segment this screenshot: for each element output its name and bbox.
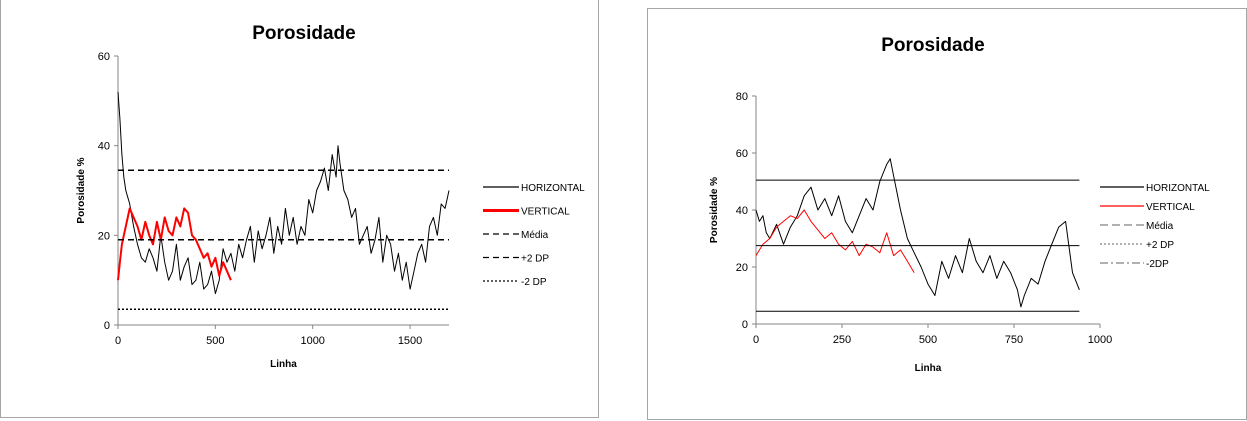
y-tick-label: 60 <box>98 51 110 63</box>
y-tick-label: 60 <box>736 148 748 160</box>
legend-label: +2 DP <box>521 254 549 265</box>
legend-label: Média <box>1146 221 1174 232</box>
x-axis-label: Linha <box>270 359 297 370</box>
chart-left-svg: Porosidade 0 20 40 60 0 500 1000 1500 Linha Porosi… <box>76 23 585 370</box>
y-tick-label: 20 <box>736 262 748 274</box>
x-tick-label: 1500 <box>398 335 422 347</box>
legend-label: -2 DP <box>521 277 547 288</box>
chart-panel-left: Porosidade 0 20 40 60 0 500 1000 1500 Linha Porosi… <box>0 0 599 418</box>
chart-right-svg: Porosidade 0 20 40 60 80 0 250 500 750 1000 Linha Po… <box>709 35 1210 374</box>
chart-panel-right: Porosidade 0 20 40 60 80 0 250 500 750 1000 Linha Po… <box>647 8 1247 420</box>
legend-label: Média <box>521 230 549 241</box>
series-line-vertical <box>755 209 915 273</box>
x-tick-label: 500 <box>919 334 937 346</box>
y-tick-label: 0 <box>104 320 110 332</box>
x-tick-label: 0 <box>115 335 121 347</box>
legend-label: HORIZONTAL <box>1146 183 1210 194</box>
y-axis-label: Porosidade % <box>709 177 720 243</box>
series-line-vertical <box>117 207 232 281</box>
x-axis-label: Linha <box>915 363 942 374</box>
chart-title: Porosidade <box>252 23 355 44</box>
x-tick-label: 500 <box>206 335 224 347</box>
series-line-horizontal <box>117 91 450 295</box>
y-axis-label: Porosidade % <box>76 157 87 223</box>
x-tick-label: 250 <box>833 334 851 346</box>
legend-label: -2DP <box>1146 259 1169 270</box>
legend-label: HORIZONTAL <box>521 183 585 194</box>
x-tick-label: 0 <box>753 334 759 346</box>
y-tick-label: 0 <box>742 319 748 331</box>
legend-label: +2 DP <box>1146 240 1174 251</box>
x-tick-label: 1000 <box>1088 334 1112 346</box>
y-tick-label: 20 <box>98 230 110 242</box>
chart-title: Porosidade <box>881 35 984 56</box>
y-tick-label: 40 <box>736 205 748 217</box>
legend-label: VERTICAL <box>1146 202 1195 213</box>
legend-label: VERTICAL <box>521 207 570 218</box>
x-tick-label: 1000 <box>300 335 324 347</box>
series-line-horizontal <box>755 158 1080 308</box>
y-tick-label: 40 <box>98 141 110 153</box>
x-tick-label: 750 <box>1005 334 1023 346</box>
y-tick-label: 80 <box>736 91 748 103</box>
